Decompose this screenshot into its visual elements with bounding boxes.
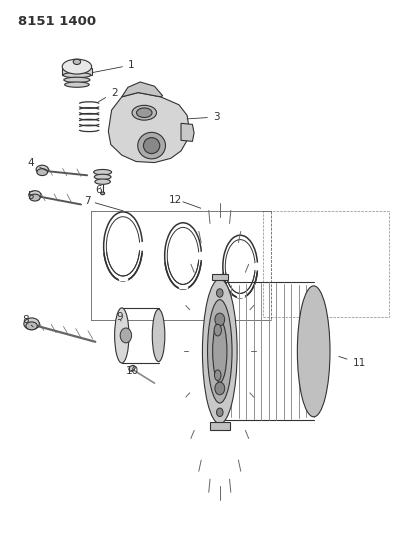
Circle shape bbox=[217, 408, 223, 417]
Circle shape bbox=[215, 382, 225, 395]
Ellipse shape bbox=[36, 165, 48, 174]
Polygon shape bbox=[122, 82, 163, 97]
Ellipse shape bbox=[208, 300, 232, 403]
Text: 2: 2 bbox=[99, 87, 118, 102]
Polygon shape bbox=[181, 123, 194, 141]
Text: 12: 12 bbox=[169, 195, 182, 205]
Ellipse shape bbox=[37, 168, 48, 175]
Ellipse shape bbox=[136, 108, 152, 117]
Text: 3: 3 bbox=[187, 112, 219, 122]
Ellipse shape bbox=[203, 279, 237, 424]
Ellipse shape bbox=[297, 286, 330, 417]
Text: 9: 9 bbox=[116, 312, 123, 322]
Ellipse shape bbox=[94, 174, 111, 180]
Ellipse shape bbox=[214, 324, 222, 336]
Text: 6: 6 bbox=[95, 184, 102, 195]
Text: 8151 1400: 8151 1400 bbox=[18, 14, 96, 28]
Circle shape bbox=[215, 313, 225, 326]
Ellipse shape bbox=[65, 82, 89, 87]
Ellipse shape bbox=[73, 59, 81, 64]
Ellipse shape bbox=[95, 179, 111, 184]
Polygon shape bbox=[210, 422, 230, 430]
Ellipse shape bbox=[63, 72, 91, 78]
Polygon shape bbox=[62, 68, 92, 75]
Text: 5: 5 bbox=[27, 191, 39, 201]
Ellipse shape bbox=[24, 318, 39, 329]
Ellipse shape bbox=[152, 309, 165, 361]
Ellipse shape bbox=[30, 194, 40, 201]
Ellipse shape bbox=[212, 320, 227, 382]
Ellipse shape bbox=[29, 191, 41, 199]
Text: 10: 10 bbox=[126, 367, 139, 376]
Ellipse shape bbox=[129, 366, 135, 371]
Ellipse shape bbox=[143, 138, 160, 154]
Text: 8: 8 bbox=[22, 314, 33, 327]
Circle shape bbox=[120, 328, 132, 343]
Ellipse shape bbox=[138, 132, 166, 159]
Ellipse shape bbox=[62, 59, 92, 74]
Ellipse shape bbox=[101, 192, 105, 195]
Text: 4: 4 bbox=[28, 158, 47, 171]
Text: 11: 11 bbox=[339, 357, 366, 368]
Polygon shape bbox=[212, 274, 228, 280]
Ellipse shape bbox=[94, 169, 112, 175]
Ellipse shape bbox=[64, 77, 90, 83]
Text: 7: 7 bbox=[84, 196, 90, 206]
Ellipse shape bbox=[26, 322, 37, 330]
Ellipse shape bbox=[132, 106, 157, 120]
Circle shape bbox=[217, 289, 223, 297]
Ellipse shape bbox=[215, 370, 221, 381]
Ellipse shape bbox=[115, 308, 129, 363]
Polygon shape bbox=[109, 93, 189, 163]
Text: 1: 1 bbox=[93, 60, 134, 72]
